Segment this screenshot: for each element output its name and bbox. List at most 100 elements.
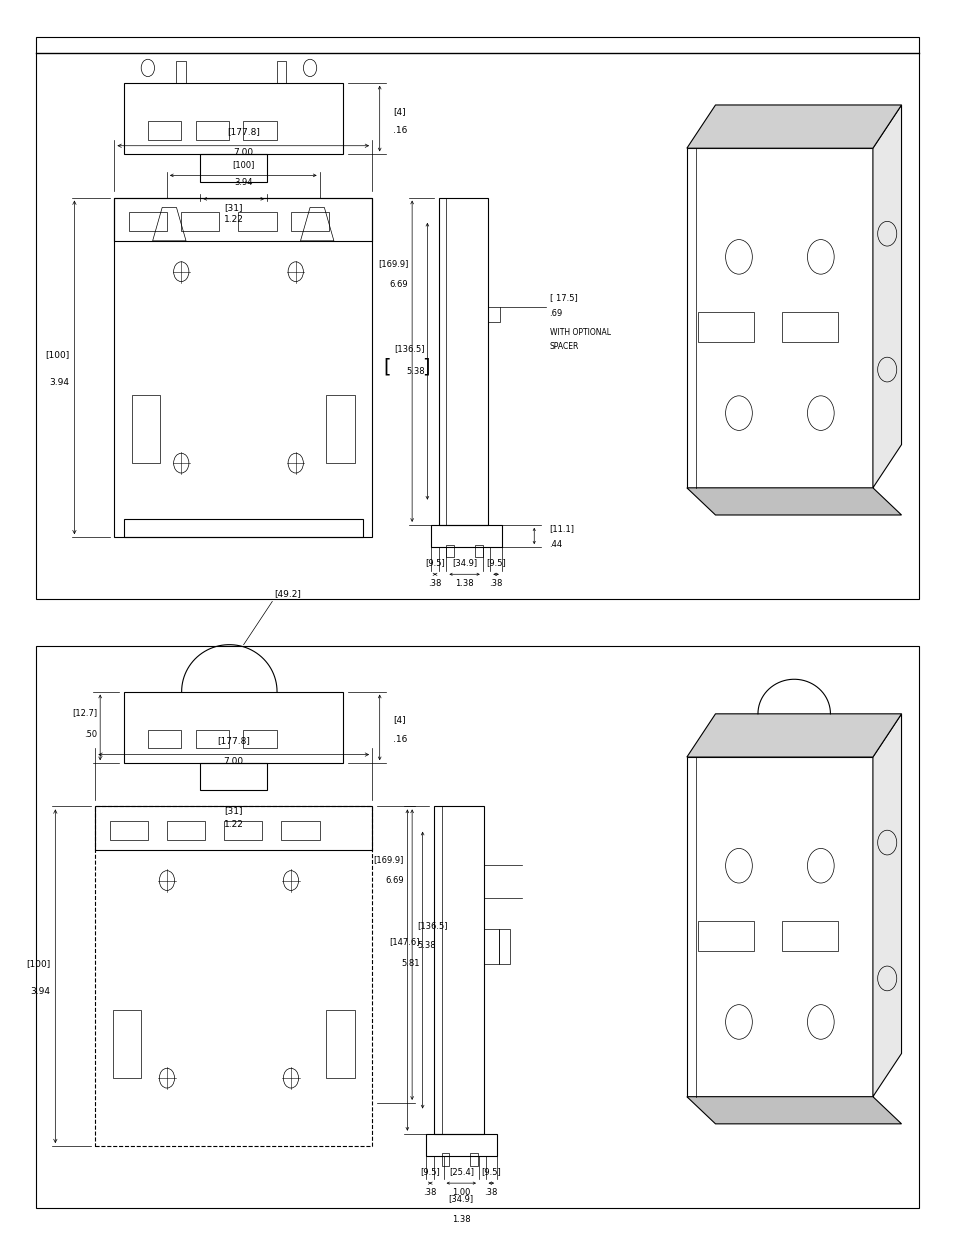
Text: [136.5]: [136.5] (394, 345, 424, 353)
Text: [4]: [4] (393, 715, 405, 725)
Text: 7.00: 7.00 (233, 148, 253, 157)
Text: [169.9]: [169.9] (377, 259, 408, 268)
Text: [11.1]: [11.1] (549, 524, 574, 534)
Bar (129, 212, 167, 231)
Text: [9.5]: [9.5] (420, 1167, 439, 1176)
Bar (686, 757, 872, 1097)
Bar (498, 929, 510, 963)
Text: 1.38: 1.38 (452, 1215, 470, 1224)
Text: [: [ (383, 358, 391, 377)
Bar (176, 61, 186, 83)
Text: .38: .38 (423, 1188, 436, 1197)
Bar (446, 545, 454, 557)
Bar (698, 921, 753, 951)
Text: .38: .38 (489, 579, 502, 588)
Text: [177.8]: [177.8] (227, 127, 259, 136)
Polygon shape (686, 488, 901, 515)
Text: .16: .16 (393, 735, 407, 745)
Text: 1.38: 1.38 (455, 579, 474, 588)
Text: 1.22: 1.22 (224, 215, 243, 225)
Bar (276, 61, 286, 83)
Bar (124, 83, 343, 154)
Text: [100]: [100] (46, 351, 70, 359)
Text: 6.69: 6.69 (389, 280, 408, 289)
Text: [49.2]: [49.2] (274, 589, 301, 598)
Text: ]: ] (421, 358, 429, 377)
Text: [100]: [100] (27, 960, 51, 968)
Text: [ 17.5]: [ 17.5] (549, 293, 577, 301)
Text: .69: .69 (549, 309, 562, 317)
Bar (438, 198, 488, 525)
Text: 3.94: 3.94 (233, 178, 253, 186)
Text: SPACER: SPACER (549, 342, 578, 351)
Text: [147.6]: [147.6] (389, 937, 419, 946)
Bar (426, 1134, 497, 1156)
Text: 6.69: 6.69 (384, 876, 403, 884)
Bar (195, 121, 229, 140)
Bar (781, 921, 837, 951)
Text: 1.22: 1.22 (224, 820, 243, 830)
Text: [136.5]: [136.5] (416, 921, 447, 930)
Bar (200, 763, 267, 790)
Bar (124, 519, 362, 537)
Text: [9.5]: [9.5] (486, 558, 505, 567)
Polygon shape (872, 714, 901, 1097)
Text: [9.5]: [9.5] (481, 1167, 500, 1176)
Text: 3.94: 3.94 (50, 378, 70, 387)
Bar (483, 929, 498, 963)
Bar (95, 806, 372, 850)
Bar (434, 806, 483, 1134)
Bar (243, 121, 276, 140)
Bar (195, 730, 229, 748)
Bar (200, 154, 267, 182)
Bar (326, 1010, 355, 1078)
Text: [34.9]: [34.9] (448, 1194, 474, 1203)
Bar (431, 525, 501, 547)
Text: 5.38: 5.38 (416, 941, 436, 950)
Text: [12.7]: [12.7] (72, 708, 97, 718)
Text: .16: .16 (393, 126, 407, 136)
Bar (95, 806, 372, 1146)
Bar (148, 121, 181, 140)
Bar (181, 212, 219, 231)
Text: .50: .50 (84, 730, 97, 740)
Text: 5.81: 5.81 (401, 960, 419, 968)
Polygon shape (686, 105, 901, 148)
Text: 7.00: 7.00 (223, 757, 244, 766)
Text: [31]: [31] (224, 805, 243, 815)
Polygon shape (872, 105, 901, 488)
Text: [31]: [31] (224, 203, 243, 212)
Bar (132, 395, 160, 463)
Text: 5.38: 5.38 (405, 367, 424, 375)
Bar (224, 821, 262, 840)
Bar (36, 37, 918, 599)
Bar (243, 730, 276, 748)
Text: .44: .44 (549, 540, 562, 550)
Bar (470, 1153, 477, 1166)
Bar (148, 730, 181, 748)
Polygon shape (686, 1097, 901, 1124)
Bar (112, 1010, 141, 1078)
Text: [177.8]: [177.8] (217, 736, 250, 745)
Bar (114, 198, 372, 537)
Bar (698, 312, 753, 342)
Text: [9.5]: [9.5] (425, 558, 444, 567)
Bar (441, 1153, 449, 1166)
Text: WITH OPTIONAL: WITH OPTIONAL (549, 329, 610, 337)
Text: 3.94: 3.94 (30, 987, 51, 995)
Polygon shape (686, 714, 901, 757)
Text: 1.00: 1.00 (452, 1188, 470, 1197)
Text: .38: .38 (428, 579, 441, 588)
Bar (281, 821, 319, 840)
Bar (36, 646, 918, 1208)
Bar (167, 821, 205, 840)
Text: [34.9]: [34.9] (452, 558, 476, 567)
Bar (110, 821, 148, 840)
Bar (488, 308, 499, 322)
Bar (475, 545, 482, 557)
Text: .38: .38 (484, 1188, 497, 1197)
Bar (124, 692, 343, 763)
Bar (686, 148, 872, 488)
Bar (238, 212, 276, 231)
Bar (291, 212, 329, 231)
